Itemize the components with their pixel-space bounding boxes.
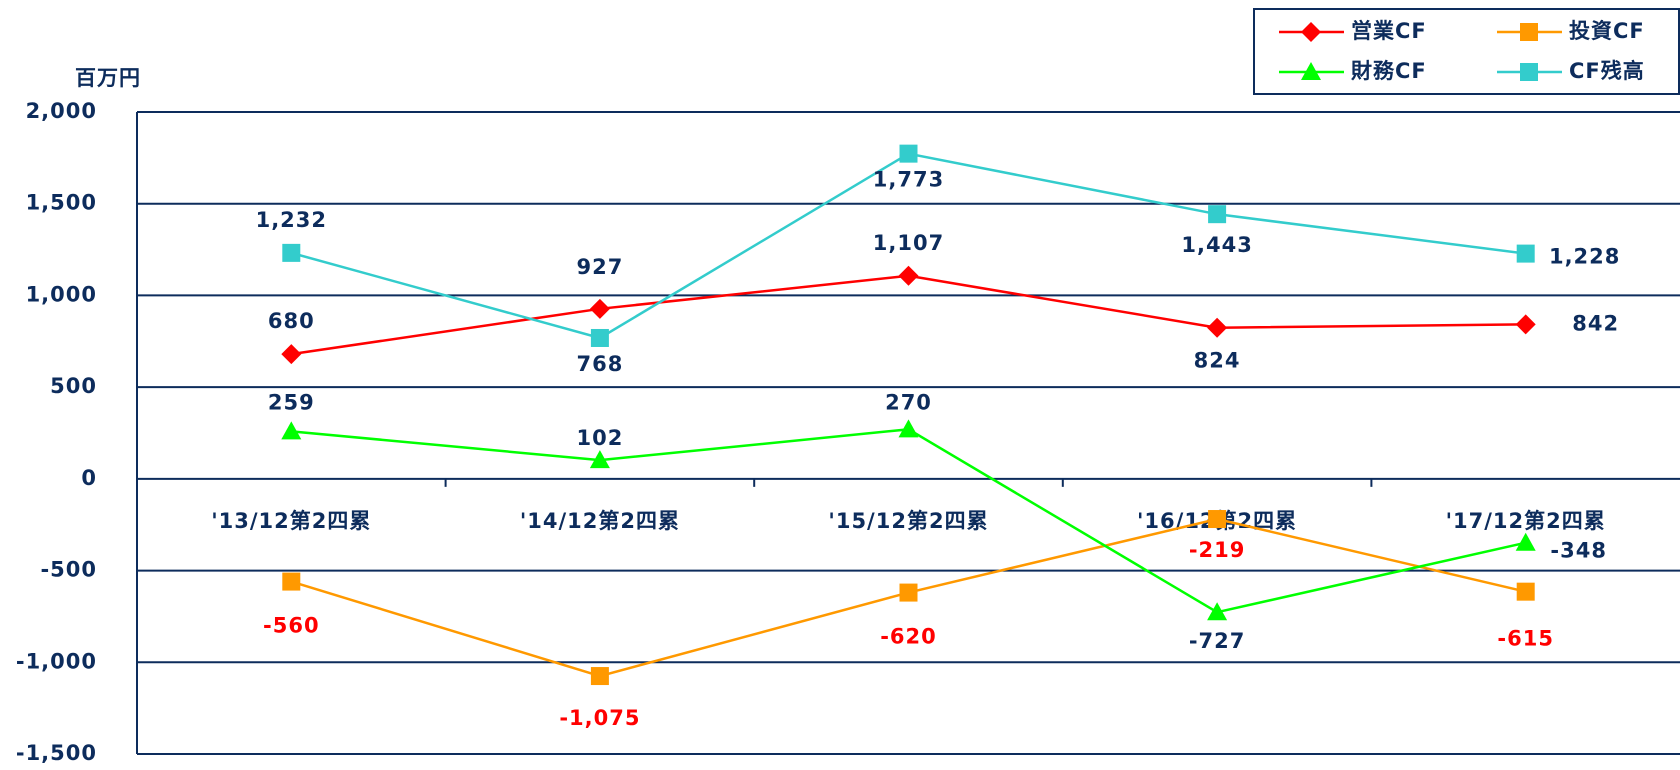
x-tick-label: '13/12第2四累	[211, 509, 371, 533]
legend-box	[1253, 8, 1680, 95]
x-tick-label: '14/12第2四累	[520, 509, 680, 533]
marker	[898, 265, 919, 286]
marker	[590, 328, 609, 347]
data-label: 259	[268, 390, 315, 414]
legend-label: CF残高	[1569, 59, 1645, 83]
marker	[1207, 602, 1228, 621]
marker	[281, 421, 302, 440]
marker	[1515, 314, 1536, 335]
y-tick-label: -1,000	[16, 649, 97, 673]
data-label: 1,107	[873, 231, 944, 255]
marker	[281, 344, 302, 365]
data-label: -219	[1189, 538, 1246, 562]
data-label: 842	[1572, 311, 1619, 335]
data-label: 680	[268, 309, 315, 333]
legend-marker	[1520, 23, 1538, 41]
data-label: 824	[1194, 349, 1241, 373]
data-label: -1,075	[559, 706, 640, 730]
y-tick-label: -500	[40, 558, 97, 582]
marker	[589, 450, 610, 469]
marker	[589, 298, 610, 319]
marker	[898, 419, 919, 438]
data-label: -348	[1550, 539, 1607, 563]
legend-label: 営業CF	[1351, 19, 1427, 43]
x-tick-label: '15/12第2四累	[828, 509, 988, 533]
legend-label: 財務CF	[1351, 59, 1427, 83]
data-label: 1,773	[873, 168, 944, 192]
legend-marker	[1520, 63, 1538, 81]
y-axis-label: 百万円	[75, 66, 141, 90]
marker	[1207, 317, 1228, 338]
marker	[899, 583, 918, 602]
marker	[282, 243, 301, 262]
data-label: 768	[576, 352, 623, 376]
data-label: -620	[880, 625, 937, 649]
marker	[1515, 532, 1536, 551]
marker	[1208, 510, 1227, 529]
data-label: 1,443	[1181, 233, 1252, 257]
legend-marker	[1301, 22, 1321, 42]
marker	[282, 572, 301, 591]
marker	[1516, 582, 1535, 601]
x-tick-label: '17/12第2四累	[1446, 509, 1606, 533]
y-tick-label: 1,000	[26, 282, 97, 306]
data-label: -615	[1497, 627, 1554, 651]
data-label: 270	[885, 390, 932, 414]
legend-label: 投資CF	[1569, 19, 1645, 43]
y-tick-label: 500	[50, 374, 97, 398]
data-label: 927	[576, 255, 623, 279]
y-tick-label: 2,000	[26, 99, 97, 123]
y-tick-label: 0	[81, 466, 97, 490]
marker	[590, 667, 609, 686]
data-label: 1,228	[1549, 245, 1620, 269]
marker	[1208, 205, 1227, 224]
y-tick-label: 1,500	[26, 191, 97, 215]
data-label: 1,232	[256, 208, 327, 232]
data-label: 102	[576, 426, 623, 450]
marker	[1516, 244, 1535, 263]
data-label: -560	[263, 614, 320, 638]
marker	[899, 144, 918, 163]
y-tick-label: -1,500	[16, 741, 97, 765]
data-label: -727	[1189, 629, 1246, 653]
series-line	[291, 274, 1526, 356]
legend-marker	[1301, 62, 1321, 80]
